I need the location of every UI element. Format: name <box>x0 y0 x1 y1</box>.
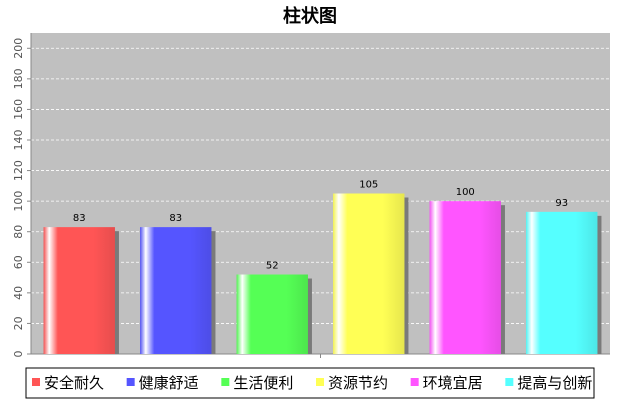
legend-swatch <box>126 378 135 386</box>
chart-title: 柱状图 <box>283 6 337 27</box>
legend-item-label: 生活便利 <box>233 374 293 392</box>
bar-3 <box>236 274 308 354</box>
legend-item-label: 资源节约 <box>328 374 388 392</box>
legend-item-label: 提高与创新 <box>517 374 592 392</box>
legend-item-label: 环境宜居 <box>423 374 483 392</box>
y-tick-label: 160 <box>12 99 25 120</box>
y-tick-label: 80 <box>12 225 25 239</box>
legend-item-label: 安全耐久 <box>44 374 104 392</box>
y-tick-label: 120 <box>12 160 25 181</box>
data-label: 105 <box>359 180 378 191</box>
bar-1 <box>43 227 115 354</box>
legend-swatch <box>316 378 324 386</box>
bar-4 <box>333 193 405 354</box>
data-label: 52 <box>266 261 279 272</box>
y-tick-label: 140 <box>12 130 25 151</box>
data-label: 100 <box>456 187 475 198</box>
data-label: 93 <box>555 198 568 209</box>
data-label: 83 <box>169 213 182 224</box>
y-tick-label: 200 <box>12 38 25 59</box>
legend-swatch <box>221 378 230 386</box>
y-tick-label: 0 <box>12 351 25 358</box>
plot-area <box>31 33 610 354</box>
legend-swatch <box>410 378 419 386</box>
y-tick-label: 20 <box>12 316 25 330</box>
bar-5 <box>429 201 501 354</box>
y-tick-label: 180 <box>12 68 25 89</box>
data-label: 83 <box>73 213 86 224</box>
legend-box <box>25 367 595 399</box>
legend-item-label: 健康舒适 <box>139 374 199 392</box>
legend-swatch <box>32 378 40 386</box>
bar-2 <box>140 227 212 354</box>
bar-6 <box>526 211 598 354</box>
y-tick-label: 100 <box>12 191 25 212</box>
y-tick-label: 60 <box>12 255 25 269</box>
y-tick-label: 40 <box>12 286 25 300</box>
legend-swatch <box>505 378 514 386</box>
